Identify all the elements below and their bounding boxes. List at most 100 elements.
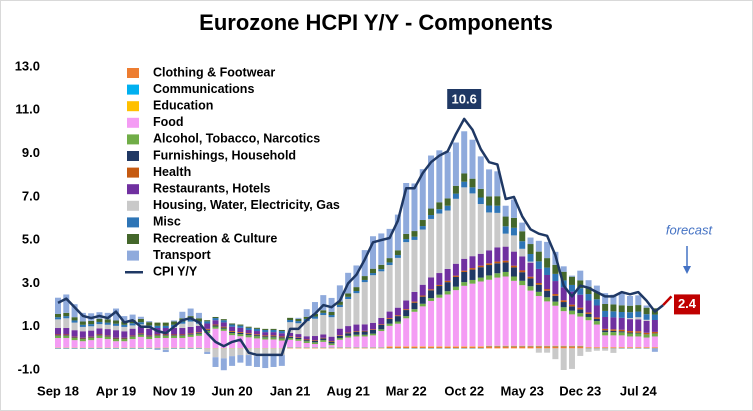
- bar-segment: [593, 348, 600, 351]
- bar-segment: [419, 295, 426, 297]
- bar-segment: [519, 272, 526, 281]
- bar-segment: [477, 188, 484, 198]
- bar-segment: [96, 335, 103, 336]
- bar-segment: [71, 317, 78, 321]
- bar-segment: [121, 338, 128, 340]
- bar-segment: [535, 295, 542, 346]
- bar-segment: [461, 270, 468, 272]
- bar-segment: [436, 273, 443, 285]
- bar-segment: [328, 343, 335, 346]
- bar-segment: [544, 297, 551, 302]
- bar-segment: [204, 321, 211, 324]
- bar-segment: [287, 339, 294, 348]
- bar-segment: [403, 183, 410, 234]
- bar-segment: [610, 332, 617, 336]
- bar-segment: [162, 322, 169, 326]
- bar-segment: [303, 336, 310, 340]
- bar-segment: [602, 316, 609, 329]
- bar-segment: [295, 334, 302, 338]
- bar-segment: [610, 317, 617, 330]
- legend-label: Transport: [153, 248, 211, 262]
- bar-segment: [452, 185, 459, 194]
- bar-segment: [635, 332, 642, 334]
- bar-segment: [55, 317, 61, 320]
- bar-segment: [486, 265, 493, 276]
- bar-segment: [494, 346, 501, 349]
- bar-segment: [552, 295, 559, 302]
- bar-segment: [486, 279, 493, 346]
- bar-segment: [311, 340, 318, 343]
- bar-segment: [311, 340, 318, 341]
- bar-segment: [96, 337, 103, 348]
- bar-segment: [428, 277, 435, 290]
- bar-segment: [179, 335, 186, 338]
- bar-segment: [262, 332, 269, 336]
- bar-segment: [154, 348, 161, 350]
- bar-segment: [486, 169, 493, 197]
- bar-segment: [585, 348, 592, 352]
- bar-segment: [610, 294, 617, 305]
- bar-segment: [436, 284, 443, 287]
- bar-segment: [129, 314, 136, 321]
- bar-segment: [361, 276, 368, 280]
- bar-segment: [245, 329, 252, 334]
- bar-segment: [162, 335, 169, 336]
- legend-label: CPI Y/Y: [153, 264, 198, 278]
- bar-segment: [602, 293, 609, 304]
- bar-segment: [494, 205, 501, 213]
- legend-label: Education: [153, 98, 213, 112]
- bar-segment: [187, 334, 194, 335]
- bar-segment: [162, 328, 169, 335]
- bar-segment: [154, 335, 161, 338]
- bar-segment: [361, 279, 368, 283]
- bar-segment: [444, 346, 451, 349]
- bar-segment: [361, 336, 368, 348]
- bar-segment: [593, 318, 600, 322]
- bar-segment: [179, 311, 186, 319]
- bar-segment: [618, 293, 625, 306]
- bar-segment: [129, 339, 136, 348]
- bar-segment: [444, 291, 451, 295]
- bar-segment: [386, 318, 393, 324]
- bar-segment: [204, 329, 211, 331]
- bar-segment: [229, 356, 236, 366]
- bar-segment: [370, 329, 377, 334]
- bar-segment: [336, 335, 343, 338]
- bar-segment: [96, 335, 103, 338]
- bar-segment: [171, 335, 178, 338]
- bar-segment: [560, 266, 567, 272]
- bar-segment: [651, 331, 658, 334]
- bar-segment: [287, 317, 294, 321]
- bar-segment: [353, 293, 360, 325]
- bar-segment: [154, 325, 161, 329]
- bar-segment: [544, 289, 551, 291]
- bar-segment: [287, 320, 294, 323]
- bar-segment: [295, 340, 302, 348]
- bar-segment: [220, 320, 227, 323]
- bar-segment: [378, 329, 385, 332]
- bar-segment: [602, 328, 609, 331]
- bar-segment: [212, 326, 219, 329]
- bar-segment: [237, 348, 244, 356]
- y-tick-label: 3.0: [22, 275, 40, 290]
- bar-segment: [121, 316, 128, 322]
- bar-segment: [585, 300, 592, 313]
- forecast-box: [674, 294, 700, 315]
- bar-segment: [129, 336, 136, 337]
- bar-segment: [428, 290, 435, 299]
- bar-segment: [461, 271, 468, 283]
- bar-segment: [146, 339, 153, 348]
- bar-segment: [137, 334, 144, 335]
- x-tick-label: Mar 22: [386, 383, 427, 398]
- bar-segment: [212, 324, 219, 326]
- bar-segment: [502, 205, 509, 217]
- bar-segment: [411, 231, 418, 237]
- bar-segment: [113, 330, 120, 338]
- bar-segment: [477, 253, 484, 266]
- bar-segment: [452, 198, 459, 264]
- bar-segment: [428, 298, 435, 301]
- bar-segment: [461, 258, 468, 271]
- bar-segment: [593, 347, 600, 349]
- bar-segment: [411, 301, 418, 303]
- bar-segment: [270, 336, 277, 338]
